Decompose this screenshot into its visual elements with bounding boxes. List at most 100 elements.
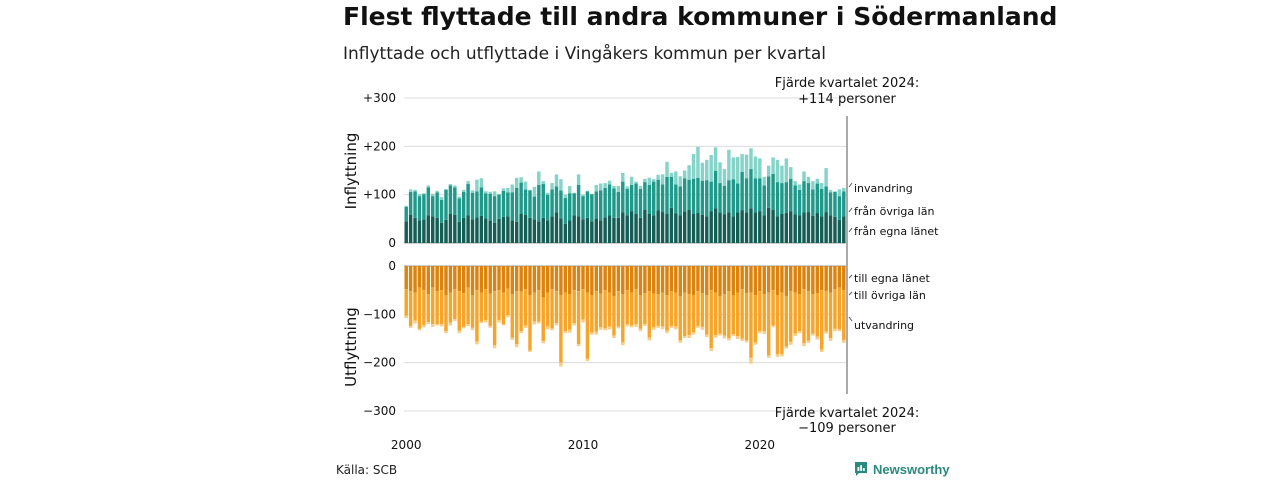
bar-segment	[413, 320, 417, 324]
bar-segment	[828, 292, 833, 339]
bar-segment	[678, 295, 682, 341]
bar-segment	[506, 187, 510, 193]
bar-segment	[550, 183, 554, 190]
bar-segment	[722, 214, 727, 243]
bar-segment	[784, 158, 789, 183]
bar-segment	[501, 190, 506, 217]
bar-segment	[749, 266, 753, 293]
bar-segment	[753, 295, 758, 343]
bar-segment	[545, 292, 550, 327]
bar-segment	[833, 216, 837, 243]
bar-segment	[797, 184, 802, 190]
bar-segment	[519, 214, 523, 243]
bar-segment	[793, 214, 797, 243]
brand-logo: Newsworthy	[854, 461, 950, 477]
bar-segment	[598, 183, 603, 191]
bar-segment	[448, 185, 453, 214]
bar-segment	[802, 171, 806, 182]
bar-segment	[674, 266, 678, 293]
bar-segment	[616, 266, 621, 292]
axes: 0 +100 +200 +300 0 −100 −200 −300 Inflyttning Utf…	[342, 91, 848, 452]
bar-segment	[541, 184, 545, 218]
bar-segment	[775, 266, 780, 295]
bar-segment	[497, 218, 501, 243]
bar-segment	[842, 216, 846, 243]
bar-segment	[590, 194, 594, 222]
bar-segment	[590, 295, 594, 333]
bar-segment	[439, 290, 444, 324]
bar-segment	[691, 154, 696, 179]
bar-segment	[466, 324, 470, 326]
bar-segment	[514, 221, 519, 243]
bar-segment	[652, 215, 656, 243]
bar-segment	[585, 266, 590, 293]
bar-segment	[669, 266, 674, 292]
bar-segment	[696, 213, 700, 243]
bar-segment	[705, 159, 709, 181]
bar-segment	[417, 196, 422, 221]
bar-segment	[665, 295, 669, 331]
bar-segment	[568, 185, 572, 194]
series-label: till övriga län	[854, 289, 926, 302]
bar-segment	[461, 191, 466, 218]
bar-segment	[674, 292, 678, 327]
bar-segment	[501, 266, 506, 293]
y-tick-label: +300	[363, 91, 396, 105]
bar-segment	[550, 328, 554, 331]
bar-segment	[545, 266, 550, 293]
bar-segment	[453, 214, 457, 243]
bar-segment	[789, 291, 793, 342]
bar-segment	[470, 190, 475, 193]
bar-segment	[470, 327, 475, 331]
source-note: Källa: SCB	[336, 463, 398, 477]
bar-segment	[753, 266, 758, 295]
bar-segment	[758, 331, 762, 334]
bar-segment	[598, 190, 603, 221]
bar-segment	[590, 266, 594, 295]
bar-segment	[528, 266, 532, 295]
bar-segment	[501, 216, 506, 243]
bar-segment	[718, 295, 722, 334]
bar-segment	[828, 192, 833, 216]
bar-segment	[758, 291, 762, 332]
bar-segment	[404, 221, 408, 243]
bar-segment	[833, 328, 837, 332]
bar-segment	[563, 292, 568, 332]
bar-segment	[497, 266, 501, 291]
bar-segment	[643, 266, 647, 294]
y-tick-label: 0	[388, 259, 396, 273]
bar-segment	[815, 293, 819, 337]
bar-segment	[842, 266, 846, 291]
bar-segment	[488, 293, 492, 326]
bar-segment	[660, 212, 665, 243]
bar-segment	[709, 181, 713, 212]
bar-segment	[568, 220, 572, 243]
bar-segment	[784, 213, 789, 243]
bar-segment	[749, 357, 753, 364]
bar-segment	[674, 184, 678, 214]
bar-segment	[585, 217, 590, 243]
bar-segment	[612, 335, 616, 339]
bar-segment	[674, 171, 678, 185]
bar-segment	[634, 181, 638, 184]
bar-segment	[713, 292, 718, 336]
bar-segment	[700, 326, 705, 330]
bar-segment	[545, 192, 550, 195]
bar-segment	[537, 171, 541, 185]
bar-segment	[585, 292, 590, 359]
bar-segment	[643, 324, 647, 326]
bar-segment	[758, 266, 762, 292]
bar-segment	[749, 292, 753, 358]
bar-segment	[545, 220, 550, 243]
bar-segment	[625, 324, 629, 327]
bar-segment	[572, 193, 576, 216]
bar-segment	[475, 191, 479, 218]
bar-segment	[709, 211, 713, 243]
bar-segment	[510, 220, 515, 243]
bar-segment	[652, 293, 656, 328]
bar-segment	[766, 266, 771, 293]
bar-segment	[811, 181, 815, 190]
bar-segment	[488, 193, 492, 221]
brand-name: Newsworthy	[873, 461, 950, 477]
